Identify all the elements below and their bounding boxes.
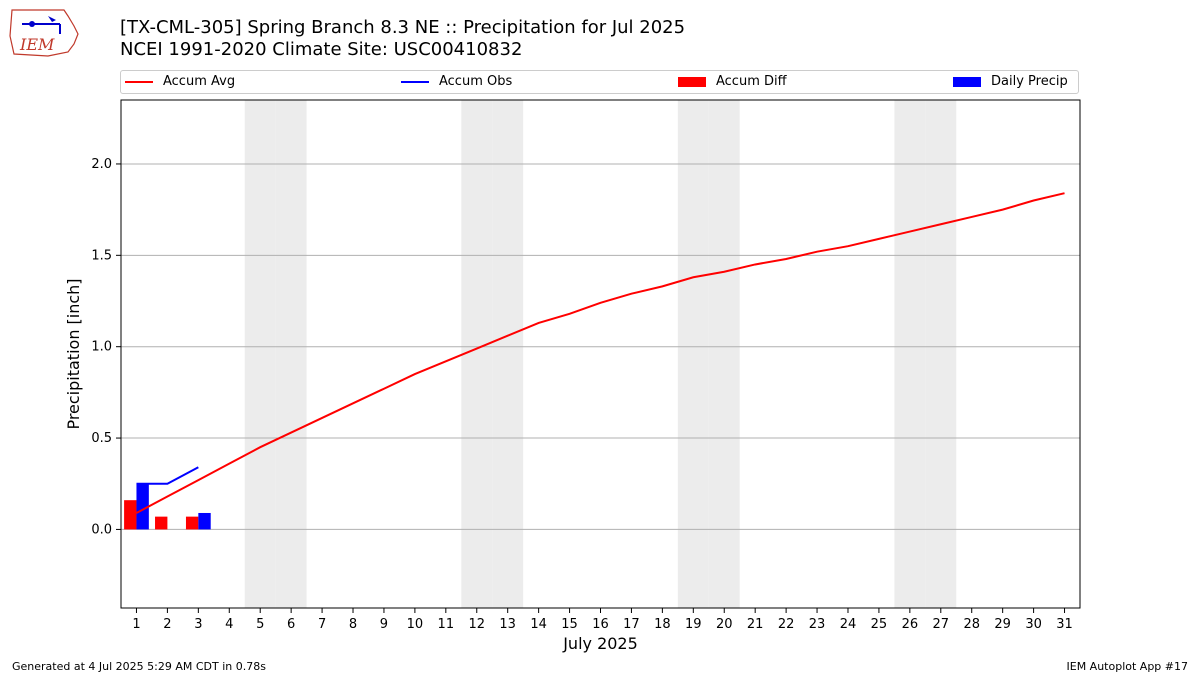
x-tick-label: 1 [132, 617, 140, 632]
x-tick-label: 8 [349, 617, 357, 632]
legend-daily-precip-label: Daily Precip [991, 74, 1068, 89]
x-tick-label: 26 [902, 617, 919, 632]
x-tick-label: 22 [778, 617, 795, 632]
weekend-band [275, 100, 307, 608]
x-tick-label: 2 [163, 617, 171, 632]
x-tick-label: 29 [994, 617, 1011, 632]
x-tick-label: 6 [287, 617, 295, 632]
legend-accum-obs: Accum Obs [401, 74, 512, 89]
weekend-band [461, 100, 493, 608]
weekend-band [492, 100, 524, 608]
x-tick-label: 12 [468, 617, 485, 632]
y-tick-label: 2.0 [91, 157, 112, 172]
x-tick-label: 4 [225, 617, 233, 632]
x-tick-label: 30 [1025, 617, 1042, 632]
x-tick-label: 14 [530, 617, 547, 632]
x-tick-label: 13 [499, 617, 516, 632]
x-tick-label: 21 [747, 617, 764, 632]
footer-app: IEM Autoplot App #17 [1066, 660, 1189, 673]
legend-daily-precip-swatch [953, 76, 981, 87]
daily-precip-bar [136, 483, 149, 530]
y-axis-label: Precipitation [inch] [64, 278, 83, 429]
iem-logo: IEM [9, 9, 79, 57]
chart-title: [TX-CML-305] Spring Branch 8.3 NE :: Pre… [120, 17, 686, 38]
x-tick-label: 27 [933, 617, 950, 632]
x-tick-label: 5 [256, 617, 264, 632]
accum-diff-bar [124, 500, 137, 530]
x-tick-label: 15 [561, 617, 578, 632]
x-tick-label: 23 [809, 617, 826, 632]
accum-obs-line [136, 466, 199, 485]
accum-avg-line [135, 192, 1065, 514]
x-tick-label: 25 [871, 617, 888, 632]
y-tick-label: 1.0 [91, 340, 112, 355]
x-tick-label: 10 [407, 617, 424, 632]
footer-generated: Generated at 4 Jul 2025 5:29 AM CDT in 0… [12, 660, 266, 673]
accum-diff-bar [185, 516, 199, 530]
legend-accum-avg: Accum Avg [125, 74, 235, 89]
legend-accum-obs-label: Accum Obs [439, 74, 513, 89]
x-tick-label: 24 [840, 617, 857, 632]
y-tick-label: 0.0 [91, 522, 112, 537]
x-tick-label: 9 [380, 617, 388, 632]
chart-subtitle: NCEI 1991-2020 Climate Site: USC00410832 [120, 39, 523, 60]
daily-precip-bar [198, 512, 211, 530]
x-tick-label: 11 [438, 617, 455, 632]
x-tick-label: 17 [623, 617, 640, 632]
legend-daily-precip: Daily Precip [953, 74, 1068, 89]
weekend-band [708, 100, 740, 608]
legend-accum-avg-swatch [125, 80, 153, 83]
weekend-band [894, 100, 926, 608]
x-tick-label: 20 [716, 617, 733, 632]
weekend-band [244, 100, 276, 608]
legend-accum-obs-swatch [401, 80, 429, 83]
x-tick-label: 18 [654, 617, 671, 632]
weekend-band [677, 100, 709, 608]
x-axis-label: July 2025 [562, 634, 638, 653]
x-tick-label: 28 [963, 617, 980, 632]
y-tick-label: 0.5 [91, 431, 112, 446]
weekend-band [925, 100, 957, 608]
logo-text: IEM [19, 35, 55, 54]
x-tick-label: 19 [685, 617, 702, 632]
x-tick-label: 16 [592, 617, 609, 632]
legend-accum-diff-swatch [678, 76, 706, 87]
legend-accum-diff-label: Accum Diff [716, 74, 787, 89]
y-tick-label: 1.5 [91, 248, 112, 263]
legend-accum-avg-label: Accum Avg [163, 74, 236, 89]
x-tick-label: 7 [318, 617, 326, 632]
x-tick-label: 31 [1056, 617, 1073, 632]
accum-diff-bar [155, 516, 168, 530]
legend-accum-diff: Accum Diff [678, 74, 787, 89]
legend: Accum Avg Accum Obs Accum Diff Daily Pre… [120, 70, 1079, 94]
x-tick-label: 3 [194, 617, 202, 632]
